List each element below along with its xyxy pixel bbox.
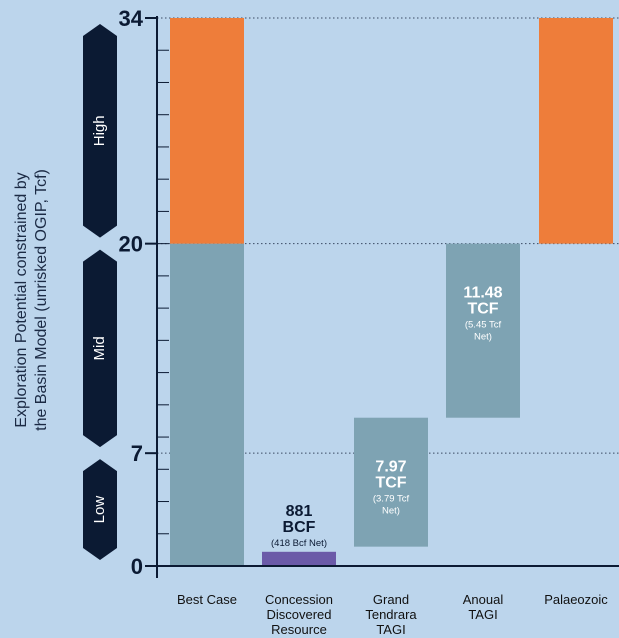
annotation-note: Net): [382, 506, 400, 517]
bar-segment: [170, 243, 244, 566]
y-tick-label: 34: [119, 6, 144, 31]
annotation-note: Net): [474, 332, 492, 343]
x-category-label: TAGI: [376, 622, 405, 637]
annotation-note: (3.79 Tcf: [373, 494, 410, 505]
x-category-label: TAGI: [468, 607, 497, 622]
x-category-label: Discovered: [266, 607, 331, 622]
bar-segment: [539, 18, 613, 244]
y-tick-label: 0: [131, 554, 143, 579]
x-category-label: Palaeozoic: [544, 592, 608, 607]
annotation-unit: TCF: [375, 475, 406, 492]
band-marker: [83, 249, 117, 448]
annotation-unit: TCF: [467, 301, 498, 318]
annotation-value: 881: [286, 503, 313, 520]
band-label: Mid: [91, 336, 108, 360]
x-category-label: Concession: [265, 592, 333, 607]
y-axis-title-line2: the Basin Model (unrisked OGIP, Tcf): [33, 169, 50, 431]
band-marker: [83, 24, 117, 238]
annotation-value: 7.97: [375, 459, 406, 476]
band-label: Low: [91, 496, 108, 524]
bar-segment: [446, 243, 520, 418]
band-marker: [83, 459, 117, 560]
annotation-note: (418 Bcf Net): [271, 538, 327, 549]
y-axis-title-line1: Exploration Potential constrained by: [13, 172, 30, 427]
x-category-label: Resource: [271, 622, 327, 637]
band-label: High: [91, 115, 108, 146]
bar-segment: [170, 18, 244, 244]
x-category-label: Anoual: [463, 592, 504, 607]
annotation-value: 11.48: [463, 285, 502, 302]
annotation-unit: BCF: [283, 519, 316, 536]
annotation-note: (5.45 Tcf: [465, 320, 502, 331]
x-category-label: Grand: [373, 592, 409, 607]
x-category-label: Best Case: [177, 592, 237, 607]
bar-segment: [262, 551, 336, 566]
y-tick-label: 7: [131, 441, 143, 466]
x-category-label: Tendrara: [365, 607, 417, 622]
y-tick-label: 20: [119, 232, 143, 257]
bar-segment: [354, 417, 428, 547]
